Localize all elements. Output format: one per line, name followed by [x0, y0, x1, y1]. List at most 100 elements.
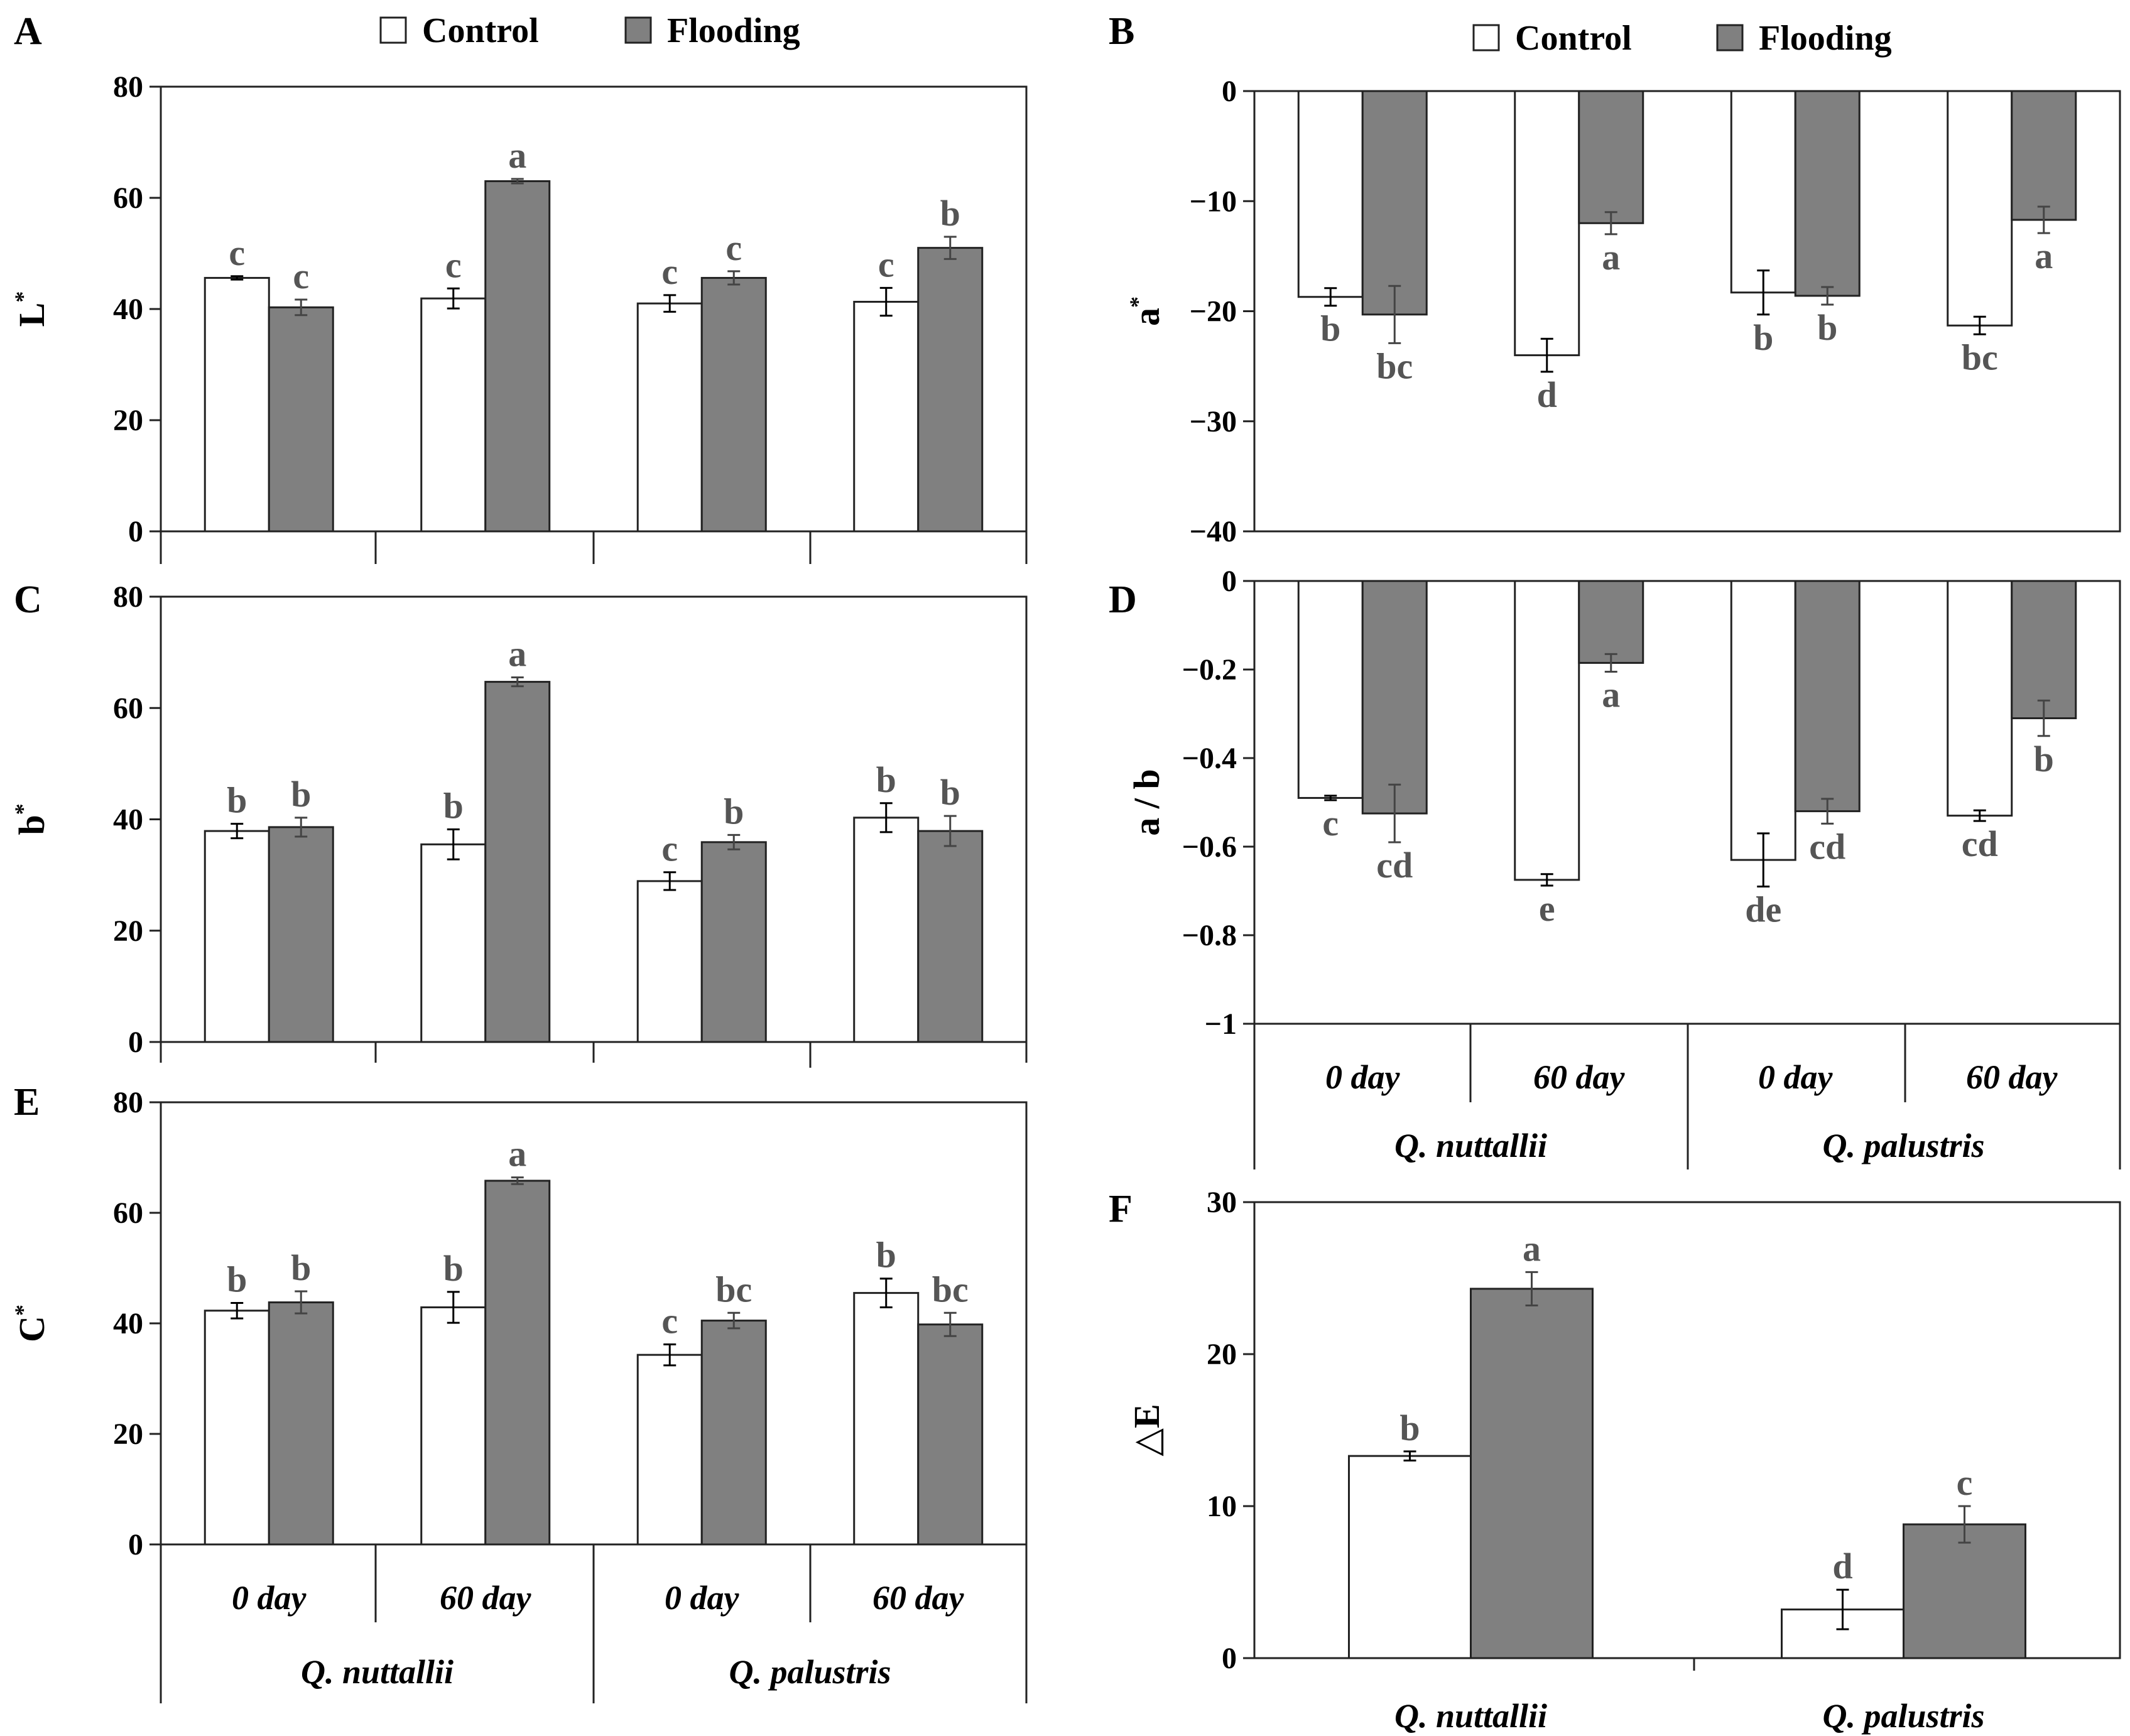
- panel-f-delta-e: 0 10 20 30 △E Q. nuttallii Q. palustris b a d c: [1126, 1186, 2121, 1735]
- significance-label: c: [661, 1300, 678, 1341]
- bar-flooding: [1361, 90, 1428, 316]
- significance-label: b: [443, 785, 464, 826]
- y-tick-label: −0.6: [1182, 830, 1237, 864]
- panel-label-b: B: [1109, 10, 1134, 53]
- significance-label: c: [725, 227, 742, 268]
- y-tick-label: −1: [1205, 1007, 1237, 1041]
- bar-flooding: [917, 247, 984, 533]
- group-label: Q. nuttallii: [1394, 1697, 1547, 1735]
- category-label: 0 day: [1325, 1058, 1401, 1096]
- significance-label: a: [1602, 675, 1620, 715]
- bar-control: [1514, 90, 1580, 357]
- y-tick-label: 20: [113, 1418, 143, 1451]
- bar-control: [204, 276, 270, 533]
- significance-label: a: [508, 135, 526, 176]
- legend-label-control: Control: [1515, 19, 1632, 58]
- y-tick-label: −0.4: [1182, 742, 1237, 775]
- y-tick-label: 0: [1222, 75, 1237, 108]
- significance-label: c: [229, 232, 245, 273]
- y-tick-label: 80: [113, 580, 143, 614]
- y-axis-label: C*: [10, 1305, 52, 1342]
- bar-control: [420, 1306, 487, 1546]
- y-tick-label: 0: [1222, 565, 1237, 598]
- bar-flooding: [1470, 1288, 1594, 1659]
- bar-control: [853, 816, 920, 1043]
- y-axis-label-text: C: [11, 1316, 52, 1342]
- bar-flooding: [1794, 90, 1861, 297]
- y-axis-label: a*: [1125, 296, 1167, 326]
- bar-flooding: [700, 841, 767, 1043]
- bar-flooding: [484, 681, 551, 1043]
- category-label: 0 day: [1758, 1058, 1834, 1096]
- significance-label: b: [227, 1259, 247, 1299]
- bar-control: [1348, 1455, 1472, 1659]
- panel-label-a: A: [14, 10, 42, 53]
- y-axis-label-text: b: [11, 815, 52, 835]
- panel-label-f: F: [1109, 1188, 1133, 1230]
- y-axis-label: L*: [10, 291, 52, 327]
- bar-control: [1947, 580, 2013, 817]
- significance-label: b: [227, 780, 247, 821]
- significance-label: e: [1539, 888, 1555, 929]
- significance-label: bc: [1962, 337, 1998, 377]
- significance-label: b: [443, 1248, 464, 1289]
- significance-label: b: [876, 759, 896, 800]
- panel-label-c: C: [14, 578, 42, 621]
- y-tick-label: 10: [1207, 1490, 1237, 1523]
- significance-label: bc: [715, 1269, 752, 1310]
- legend-swatch-control: [379, 16, 407, 44]
- y-axis-label-text: △E: [1126, 1404, 1167, 1456]
- significance-label: cd: [1376, 845, 1413, 886]
- y-axis-label: △E: [1126, 1404, 1167, 1456]
- significance-label: cd: [1809, 826, 1845, 867]
- bar-control: [204, 1310, 270, 1546]
- y-tick-label: 80: [113, 70, 143, 104]
- legend-swatch-flooding: [624, 16, 652, 44]
- significance-label: cd: [1962, 823, 1998, 864]
- panel-label-e: E: [14, 1081, 40, 1124]
- category-label: 60 day: [1533, 1058, 1626, 1096]
- bar-control: [420, 843, 487, 1043]
- y-tick-label: −0.2: [1182, 653, 1237, 686]
- panel-d-a-over-b: 0 −0.2 −0.4 −0.6 −0.8 −1 a / b 0 day 60 day 0 day…: [1126, 565, 2121, 1169]
- significance-label: d: [1537, 374, 1557, 415]
- y-tick-label: −0.8: [1182, 919, 1237, 952]
- significance-label: c: [445, 244, 462, 285]
- bar-control: [1730, 90, 1796, 294]
- bar-flooding: [1903, 1523, 2026, 1659]
- significance-label: b: [1399, 1408, 1420, 1448]
- group-label: Q. palustris: [729, 1653, 891, 1691]
- y-tick-label: 60: [113, 692, 143, 725]
- bar-control: [1514, 580, 1580, 881]
- bar-control: [636, 302, 703, 533]
- y-tick-label: 40: [113, 1307, 143, 1340]
- legend-swatch-flooding: [1716, 24, 1744, 52]
- legend-swatch-control: [1472, 24, 1500, 52]
- legend-label-flooding: Flooding: [1759, 19, 1892, 58]
- y-tick-label: 20: [113, 914, 143, 948]
- bar-flooding: [2011, 90, 2077, 221]
- y-axis-label-text: a / b: [1126, 769, 1167, 835]
- legend-label-flooding: Flooding: [667, 11, 800, 50]
- bar-control: [1947, 90, 2013, 327]
- y-tick-label: 40: [113, 803, 143, 837]
- legend-left: Control Flooding: [379, 11, 800, 50]
- y-axis-label-superscript: *: [10, 291, 35, 303]
- group-label: Q. palustris: [1822, 1697, 1984, 1735]
- y-axis-label-superscript: *: [10, 1305, 35, 1316]
- bar-control: [636, 880, 703, 1043]
- significance-label: b: [940, 193, 960, 234]
- y-axis-label: a / b: [1126, 769, 1167, 835]
- significance-label: b: [1320, 308, 1340, 349]
- significance-label: b: [1753, 317, 1773, 358]
- group-label: Q. palustris: [1822, 1127, 1984, 1164]
- significance-label: b: [724, 791, 744, 832]
- significance-label: b: [291, 1247, 311, 1288]
- significance-label: c: [661, 828, 678, 869]
- significance-label: c: [293, 256, 309, 296]
- significance-label: b: [291, 774, 311, 815]
- significance-label: bc: [932, 1269, 969, 1310]
- y-axis-label-text: a: [1126, 308, 1167, 326]
- bar-control: [853, 1292, 920, 1546]
- category-label: 0 day: [232, 1579, 307, 1617]
